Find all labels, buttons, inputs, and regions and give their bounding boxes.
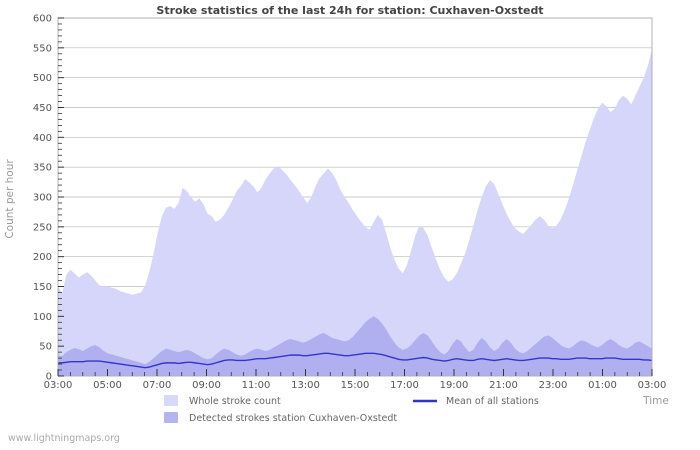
- x-tick-label: 17:00: [390, 380, 419, 391]
- y-tick-label: 600: [33, 14, 52, 25]
- plot-series-group: [58, 49, 653, 376]
- y-tick-label: 150: [33, 282, 52, 293]
- x-tick-label: 03:00: [44, 380, 73, 391]
- y-tick-label: 250: [33, 222, 52, 233]
- y-axis-label: Count per hour: [4, 159, 16, 239]
- y-tick-label: 200: [33, 252, 52, 263]
- y-tick-label: 550: [33, 43, 52, 54]
- x-axis-label: Time: [642, 395, 669, 407]
- y-tick-label: 300: [33, 193, 52, 204]
- y-tick-label: 50: [39, 342, 52, 353]
- y-tick-label: 400: [33, 133, 52, 144]
- x-tick-label: 15:00: [341, 380, 370, 391]
- y-tick-label: 0: [46, 372, 52, 383]
- x-tick-label: 05:00: [93, 380, 122, 391]
- x-tick-label: 03:00: [638, 380, 667, 391]
- legend-label-whole-stroke-count: Whole stroke count: [189, 396, 281, 407]
- y-tick-label: 100: [33, 312, 52, 323]
- y-axis-tick-labels: 0 50 100 150 200 250 300 350 400 450 500 550 600: [33, 14, 52, 383]
- chart-title: Stroke statistics of the last 24h for st…: [156, 4, 543, 17]
- x-axis-ticks: [57, 369, 653, 376]
- x-tick-label: 23:00: [539, 380, 568, 391]
- y-tick-label: 500: [33, 73, 52, 84]
- footer-attribution: www.lightningmaps.org: [8, 433, 120, 444]
- x-tick-label: 13:00: [291, 380, 320, 391]
- legend-swatch-detected-strokes: [164, 412, 178, 423]
- x-tick-label: 19:00: [440, 380, 469, 391]
- x-tick-label: 21:00: [489, 380, 518, 391]
- y-tick-label: 350: [33, 163, 52, 174]
- legend-swatch-whole-stroke-count: [164, 395, 178, 406]
- y-axis-ticks: [58, 17, 64, 377]
- x-tick-label: 07:00: [143, 380, 172, 391]
- chart-legend: Whole stroke count Detected strokes stat…: [164, 395, 539, 424]
- y-tick-label: 450: [33, 103, 52, 114]
- legend-label-mean-of-all-stations: Mean of all stations: [446, 396, 539, 407]
- x-tick-label: 11:00: [242, 380, 271, 391]
- area-whole-stroke-count: [58, 49, 652, 376]
- area-detected-strokes: [58, 316, 652, 376]
- x-tick-label: 09:00: [192, 380, 221, 391]
- x-axis-tick-labels: 03:00 05:00 07:00 09:00 11:00 13:00 15:00 17:00…: [44, 380, 667, 391]
- line-mean-of-all-stations: [58, 352, 653, 369]
- legend-label-detected-strokes: Detected strokes station Cuxhaven-Oxsted…: [189, 413, 397, 424]
- x-tick-label: 01:00: [588, 380, 617, 391]
